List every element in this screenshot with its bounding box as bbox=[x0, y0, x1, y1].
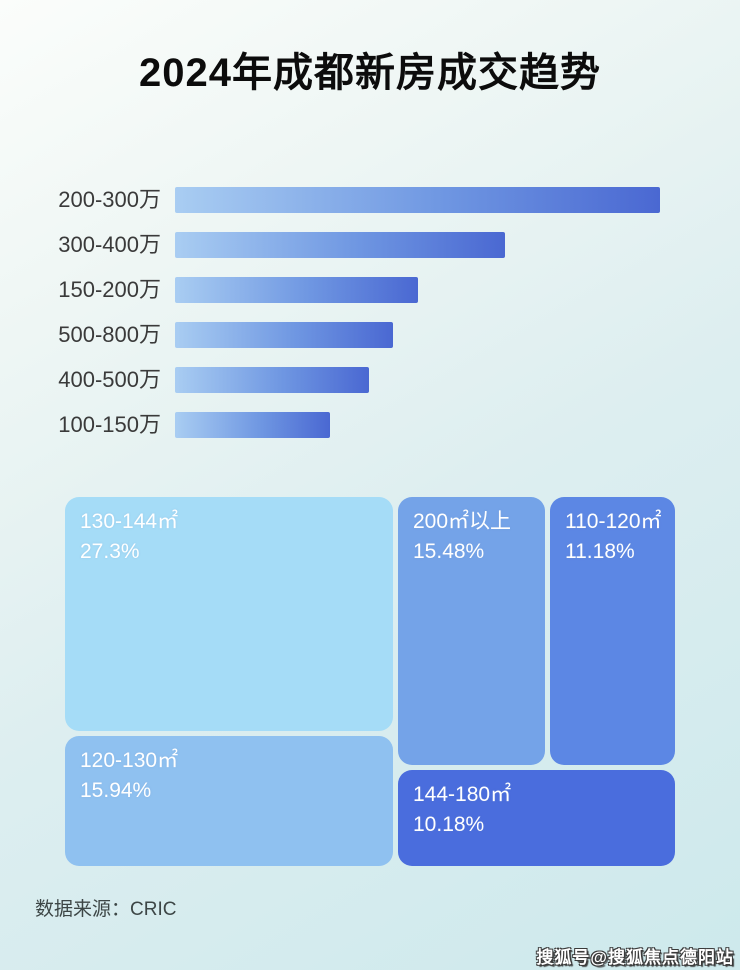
bar-row: 300-400万 bbox=[30, 232, 710, 258]
bar bbox=[175, 232, 505, 258]
bar bbox=[175, 322, 394, 348]
treemap-block: 200㎡以上 15.48% bbox=[398, 497, 545, 765]
treemap-block-label: 200㎡以上 bbox=[413, 510, 512, 533]
treemap-block-label: 144-180㎡ bbox=[413, 783, 512, 806]
bar-track bbox=[175, 277, 660, 303]
treemap-block: 120-130㎡ 15.94% bbox=[65, 736, 393, 866]
bar-category-label: 300-400万 bbox=[58, 232, 161, 257]
treemap-block-label: 120-130㎡ bbox=[80, 749, 179, 772]
bar-category-label: 500-800万 bbox=[58, 322, 161, 347]
bar-track bbox=[175, 232, 660, 258]
bar bbox=[175, 412, 331, 438]
treemap-block-value: 15.94% bbox=[80, 779, 152, 802]
bar-row: 100-150万 bbox=[30, 412, 710, 438]
bar bbox=[175, 367, 369, 393]
area-range-treemap: 130-144㎡ 27.3% 120-130㎡ 15.94% 200㎡以上 15.48% 1… bbox=[65, 497, 675, 866]
watermark-label: 搜狐号@搜狐焦点德阳站 bbox=[536, 948, 734, 967]
treemap-block: 144-180㎡ 10.18% bbox=[398, 770, 675, 866]
data-source-label: 数据来源：CRIC bbox=[35, 899, 177, 920]
treemap-block-label: 110-120㎡ bbox=[565, 510, 662, 533]
bar-track bbox=[175, 187, 660, 213]
bar-row: 500-800万 bbox=[30, 322, 710, 348]
bar bbox=[175, 187, 660, 213]
bar-category-label: 400-500万 bbox=[58, 367, 161, 392]
bar-row: 200-300万 bbox=[30, 187, 710, 213]
treemap-block-value: 10.18% bbox=[413, 813, 485, 836]
bar-category-label: 100-150万 bbox=[58, 412, 161, 437]
bar-category-label: 150-200万 bbox=[58, 277, 161, 302]
bar-track bbox=[175, 322, 660, 348]
price-range-bar-chart: 200-300万 300-400万 150-200万 500-800万 400-500万… bbox=[30, 187, 710, 457]
treemap-block-value: 27.3% bbox=[80, 540, 140, 563]
bar-category-label: 200-300万 bbox=[58, 187, 161, 212]
treemap-block-label: 130-144㎡ bbox=[80, 510, 179, 533]
treemap-block-value: 15.48% bbox=[413, 540, 485, 563]
bar-track bbox=[175, 367, 660, 393]
bar-track bbox=[175, 412, 660, 438]
treemap-block: 130-144㎡ 27.3% bbox=[65, 497, 393, 731]
page-title: 2024年成都新房成交趋势 bbox=[139, 51, 601, 95]
treemap-block-value: 11.18% bbox=[565, 540, 635, 563]
treemap-block: 110-120㎡ 11.18% bbox=[550, 497, 675, 765]
bar bbox=[175, 277, 418, 303]
bar-row: 400-500万 bbox=[30, 367, 710, 393]
bar-row: 150-200万 bbox=[30, 277, 710, 303]
